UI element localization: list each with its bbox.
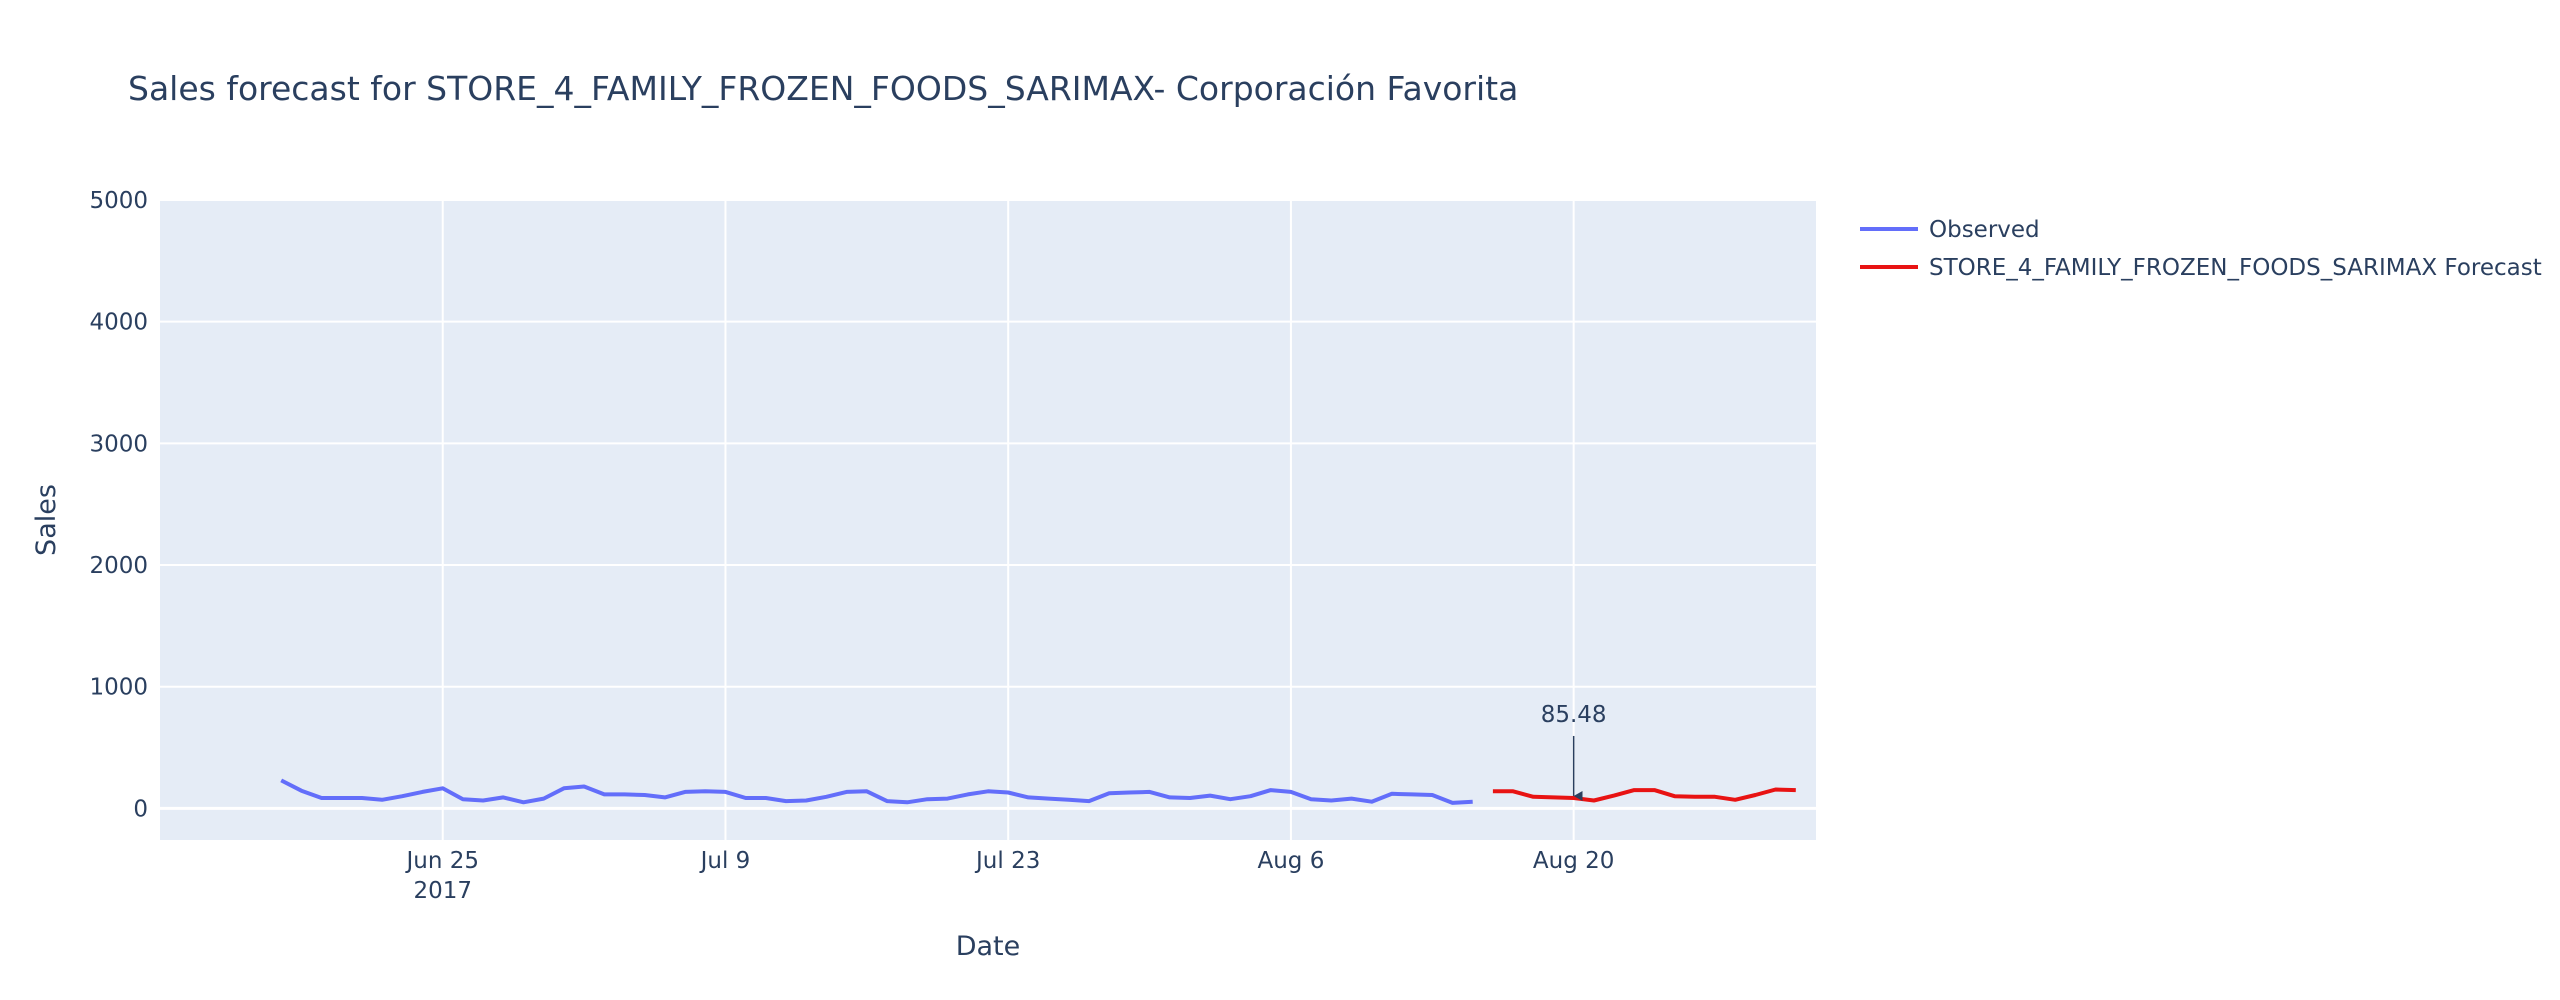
x-tick-label: Aug 20: [1533, 848, 1615, 874]
x-tick-sublabel: 2017: [413, 878, 472, 904]
annotation-label: 85.48: [1541, 702, 1607, 728]
x-tick-label: Jun 25: [404, 848, 479, 874]
y-tick-label: 0: [133, 796, 148, 822]
y-axis-ticks: 0 1000 2000 3000 4000 5000: [89, 188, 148, 822]
series-lines: [280, 778, 1796, 805]
plot-area: [160, 200, 1816, 840]
annotations: 85.48: [1541, 702, 1607, 801]
legend-item-0[interactable]: Observed: [1860, 217, 2040, 243]
legend-item-1[interactable]: STORE_4_FAMILY_FROZEN_FOODS_SARIMAX Fore…: [1860, 255, 2542, 281]
y-tick-label: 5000: [89, 188, 148, 214]
grid-lines: [160, 199, 1816, 840]
legend[interactable]: Observed STORE_4_FAMILY_FROZEN_FOODS_SARI…: [1860, 217, 2542, 281]
y-tick-label: 3000: [89, 431, 148, 457]
y-tick-label: 2000: [89, 553, 148, 579]
x-axis-title: Date: [956, 931, 1021, 962]
y-tick-label: 4000: [89, 310, 148, 336]
x-tick-label: Jul 23: [974, 848, 1040, 874]
x-tick-label: Jul 9: [699, 848, 751, 874]
y-axis-title: Sales: [31, 484, 62, 556]
x-axis-ticks: Jun 25 2017 Jul 9 Jul 23 Aug 6 Aug 20: [404, 848, 1614, 904]
x-tick-label: Aug 6: [1257, 848, 1324, 874]
series-line-1: [1492, 787, 1796, 803]
legend-label: STORE_4_FAMILY_FROZEN_FOODS_SARIMAX Fore…: [1929, 255, 2542, 281]
y-tick-label: 1000: [89, 675, 148, 701]
chart-title: Sales forecast for STORE_4_FAMILY_FROZEN…: [128, 69, 1518, 108]
legend-label: Observed: [1929, 217, 2040, 243]
series-line-0: [280, 778, 1473, 805]
